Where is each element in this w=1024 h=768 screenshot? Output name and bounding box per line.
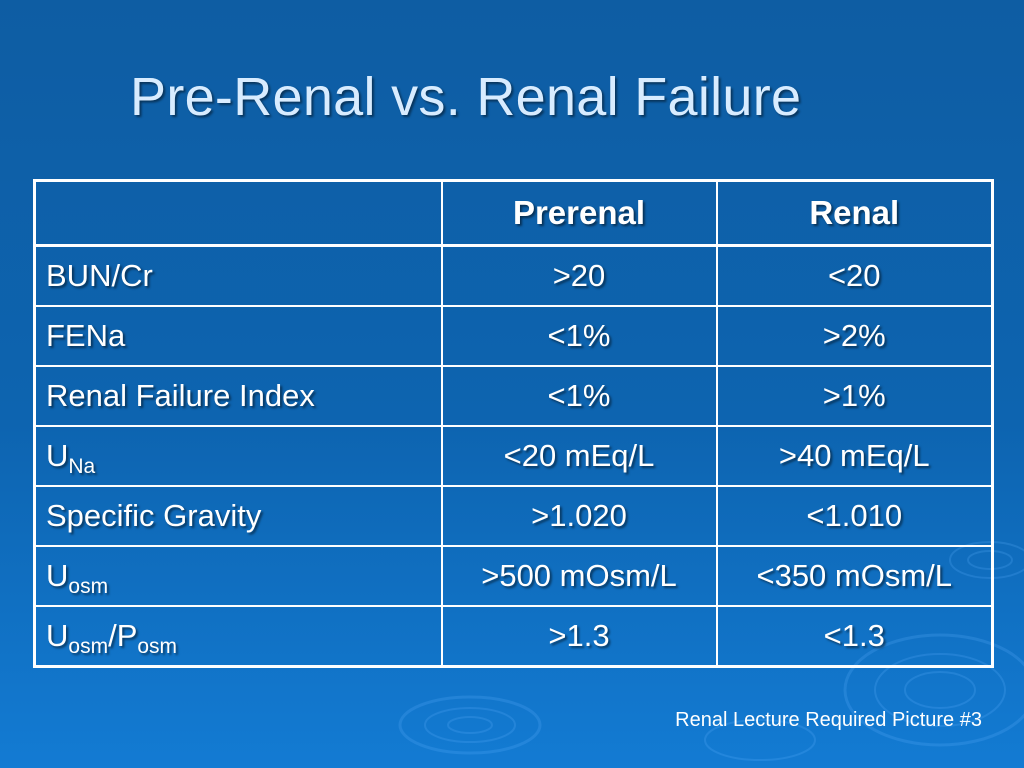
header-blank-cell (33, 179, 443, 247)
renal-value: <20 (715, 244, 994, 307)
prerenal-value: <1% (440, 365, 718, 427)
prerenal-value: >500 mOsm/L (440, 545, 718, 607)
renal-value: >40 mEq/L (715, 425, 994, 487)
label-subscript: osm (68, 635, 109, 658)
row-label: Uosm (33, 545, 443, 607)
comparison-table: Prerenal Renal BUN/Cr >20 <20 FENa <1% >… (33, 179, 994, 668)
prerenal-value: <1% (440, 305, 718, 367)
header-renal: Renal (715, 179, 994, 247)
table-row: Renal Failure Index <1% >1% (33, 365, 994, 427)
renal-value: <1.3 (715, 605, 994, 668)
table-row: UNa <20 mEq/L >40 mEq/L (33, 425, 994, 487)
renal-value: >2% (715, 305, 994, 367)
prerenal-value: >1.3 (440, 605, 718, 668)
header-prerenal: Prerenal (440, 179, 718, 247)
label-subscript: Na (68, 455, 96, 478)
row-label: Specific Gravity (33, 485, 443, 547)
prerenal-value: >1.020 (440, 485, 718, 547)
label-separator: /P (108, 618, 138, 653)
table-header-row: Prerenal Renal (33, 179, 994, 247)
row-label: BUN/Cr (33, 244, 443, 307)
label-main: U (46, 558, 69, 593)
renal-value: <1.010 (715, 485, 994, 547)
row-label: Uosm/Posm (33, 605, 443, 668)
table-row: Specific Gravity >1.020 <1.010 (33, 485, 994, 547)
label-main: U (46, 618, 69, 653)
table-row: FENa <1% >2% (33, 305, 994, 367)
slide-footer: Renal Lecture Required Picture #3 (675, 709, 982, 731)
label-subscript-2: osm (137, 635, 178, 658)
prerenal-value: <20 mEq/L (440, 425, 718, 487)
table-row: Uosm/Posm >1.3 <1.3 (33, 605, 994, 668)
row-label: Renal Failure Index (33, 365, 443, 427)
label-subscript: osm (68, 575, 109, 598)
table-row: BUN/Cr >20 <20 (33, 244, 994, 307)
row-label: UNa (33, 425, 443, 487)
renal-value: <350 mOsm/L (715, 545, 994, 607)
label-main: U (46, 438, 69, 473)
renal-value: >1% (715, 365, 994, 427)
prerenal-value: >20 (440, 244, 718, 307)
row-label: FENa (33, 305, 443, 367)
slide-title: Pre-Renal vs. Renal Failure (130, 67, 802, 127)
table-row: Uosm >500 mOsm/L <350 mOsm/L (33, 545, 994, 607)
